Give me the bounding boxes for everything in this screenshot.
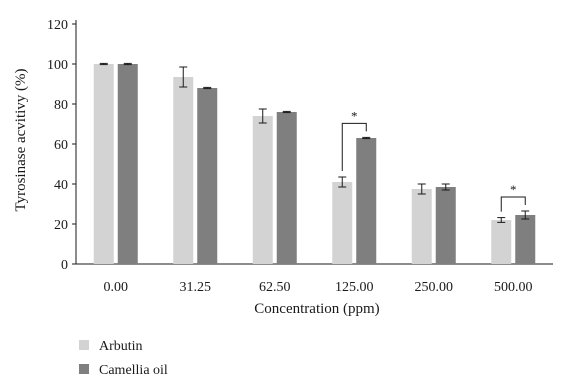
y-tick-label: 0: [61, 258, 68, 273]
legend-label: Arbutin: [99, 339, 143, 354]
bar-camellia-oil: [276, 112, 297, 264]
bar-arbutin: [252, 116, 273, 264]
bar-camellia-oil: [515, 215, 536, 264]
y-tick-label: 80: [54, 98, 68, 113]
x-tick-label: 250.00: [415, 280, 454, 295]
x-axis-title: Concentration (ppm): [254, 301, 379, 317]
x-tick-label: 0.00: [104, 280, 129, 295]
bar-arbutin: [411, 189, 432, 264]
significance-marker: *: [510, 182, 517, 197]
legend-label: Camellia oil: [99, 363, 168, 378]
bar-camellia-oil: [435, 187, 456, 264]
bar-arbutin: [332, 182, 353, 264]
bar-camellia-oil: [117, 64, 138, 264]
legend: Arbutin Camellia oil: [79, 339, 168, 378]
y-tick-label: 20: [54, 218, 68, 233]
plot-area: 0 20 40 60 80 100 120 0.00 31.25 62.50 125.00 250.0…: [47, 18, 553, 295]
legend-swatch: [79, 364, 89, 374]
bar-camellia-oil: [356, 138, 377, 264]
bar-arbutin: [93, 64, 114, 264]
significance-bracket: [341, 122, 367, 171]
y-tick-label: 40: [54, 178, 68, 193]
y-axis-title: Tyrosinase acvitivy (%): [13, 68, 29, 211]
bar-arbutin: [491, 220, 512, 264]
bar-camellia-oil: [197, 88, 218, 264]
x-tick-label: 31.25: [180, 280, 212, 295]
x-tick-label: 62.50: [259, 280, 291, 295]
significance-marker: *: [351, 108, 358, 123]
legend-swatch: [79, 340, 89, 350]
x-tick-label: 500.00: [494, 280, 533, 295]
bar-arbutin: [173, 77, 194, 264]
y-tick-label: 120: [47, 18, 68, 33]
significance-bracket: [500, 196, 526, 212]
y-tick-label: 100: [47, 58, 68, 73]
y-tick-label: 60: [54, 138, 68, 153]
x-tick-label: 125.00: [335, 280, 374, 295]
